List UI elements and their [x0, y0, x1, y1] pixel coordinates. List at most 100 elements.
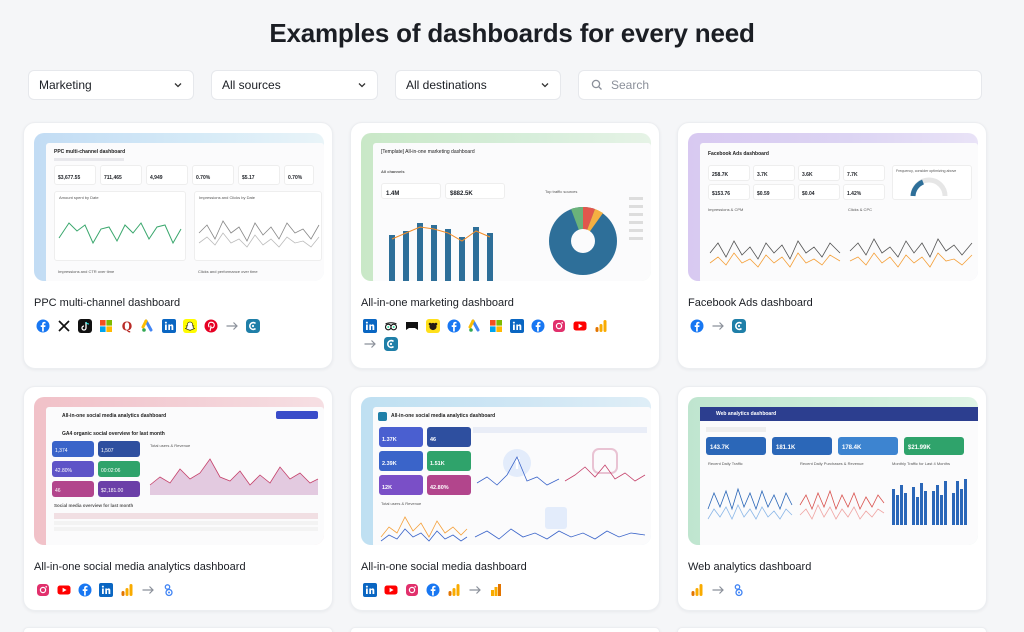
panel-title: Recent Daily Purchases & Revenue [800, 461, 864, 466]
kpi-value: 12K [382, 485, 393, 491]
integration-icons [363, 319, 613, 351]
kpi-value: $5.17 [242, 175, 255, 181]
coupler-icon [384, 337, 398, 351]
facebook-panel-chart: f [476, 449, 560, 486]
dashboard-preview: All-in-one social media analytics dashbo… [361, 397, 651, 545]
panel-title: Monthly Traffic for Last 4 Months [892, 461, 950, 466]
google-analytics-icon [595, 320, 607, 332]
dashboard-card-social-media-analytics[interactable]: All-in-one social media analytics dashbo… [23, 386, 333, 611]
kpi-value: 181.1K [776, 445, 796, 451]
dashboard-card-partial[interactable] [23, 627, 333, 632]
pinterest-icon [204, 319, 218, 333]
panel-title: Total users & Revenue [381, 501, 422, 506]
dashboard-preview: Facebook Ads dashboard 258.7K 3.7K 3.6K … [688, 133, 978, 281]
coupler-icon [246, 319, 260, 333]
youtube-icon [384, 585, 398, 595]
preview-title: PPC multi-channel dashboard [54, 149, 126, 155]
panel-title: Frequency, consider optimizing above [896, 169, 957, 173]
microsoft-icon [490, 320, 502, 332]
microsoft-icon [100, 320, 112, 332]
snapchat-icon [183, 319, 197, 333]
kpi-value: $21.99K [908, 445, 931, 451]
facebook-icon [531, 319, 545, 333]
google-ads-icon [468, 319, 480, 332]
tiktok-icon [78, 319, 92, 333]
kpi-value: $3,677.55 [58, 175, 81, 181]
page-title: Examples of dashboards for every need [269, 18, 755, 48]
kpi-value: 7.7K [847, 172, 858, 178]
facebook-icon [78, 583, 92, 597]
integration-icons [690, 583, 940, 597]
destinations-dropdown-value: All destinations [406, 78, 487, 92]
kpi-value: 3.6K [802, 172, 813, 178]
instagram-panel-chart [564, 448, 646, 482]
google-analytics-icon [448, 584, 460, 596]
dashboard-card-partial[interactable] [350, 627, 660, 632]
kpi-value: 4,949 [150, 175, 163, 181]
card-title[interactable]: All-in-one social media dashboard [361, 561, 527, 573]
bar-chart [892, 479, 967, 525]
facebook-icon [426, 583, 440, 597]
arrow-right-icon [364, 340, 376, 348]
panel-title: Impressions and Clicks by Date [199, 195, 256, 200]
panel-title: Clicks and performance over time [198, 269, 258, 274]
kpi-value: 42.80% [55, 468, 72, 474]
kpi-value: 2.39K [382, 461, 397, 467]
panel-title: Impressions and CTR over time [58, 269, 115, 274]
chevron-down-icon [541, 83, 549, 88]
dashboard-card-ppc[interactable]: PPC multi-channel dashboard $3,677.55 71… [23, 122, 333, 369]
kpi-value: 1.42% [847, 191, 862, 197]
arrow-right-icon [142, 586, 154, 594]
area-chart [149, 458, 319, 495]
instagram-icon [406, 584, 418, 596]
card-title[interactable]: PPC multi-channel dashboard [34, 297, 181, 309]
youtube-icon [573, 321, 587, 331]
dashboard-card-web-analytics[interactable]: Web analytics dashboard 143.7K 181.1K 17… [677, 386, 987, 611]
arrow-right-icon [469, 586, 481, 594]
card-title[interactable]: Facebook Ads dashboard [688, 297, 813, 309]
panel-title: Total users & Revenue [150, 443, 191, 448]
kpi-value: 0.70% [196, 175, 211, 181]
dashboard-card-partial[interactable] [677, 627, 987, 632]
line-chart [849, 238, 973, 268]
sources-dropdown[interactable]: All sources [211, 70, 378, 100]
kpi-value: 3.7K [757, 172, 768, 178]
arrow-right-icon [226, 322, 238, 330]
tripadvisor-icon [384, 322, 398, 331]
line-chart [707, 487, 793, 520]
panel-title: Clicks & CPC [848, 207, 873, 212]
card-title[interactable]: All-in-one social media analytics dashbo… [34, 561, 246, 573]
search-field[interactable]: Search [578, 70, 982, 100]
instagram-icon [37, 584, 49, 596]
preview-title: Web analytics dashboard [716, 411, 777, 417]
google-analytics-icon [691, 584, 703, 596]
preview-title: All-in-one social media analytics dashbo… [391, 413, 496, 419]
dashboard-preview: Web analytics dashboard 143.7K 181.1K 17… [688, 397, 978, 545]
mailchimp-icon [426, 319, 440, 333]
kpi-value: 46 [430, 437, 437, 443]
card-title[interactable]: All-in-one marketing dashboard [361, 297, 514, 309]
integration-icons [363, 583, 613, 597]
dashboard-card-social-media[interactable]: All-in-one social media analytics dashbo… [350, 386, 660, 611]
x-icon [58, 320, 70, 332]
bing-icon [406, 322, 418, 330]
dashboard-card-facebook-ads[interactable]: Facebook Ads dashboard 258.7K 3.7K 3.6K … [677, 122, 987, 369]
panel-title: All channels [381, 169, 405, 174]
looker-studio-icon [734, 584, 743, 597]
category-dropdown[interactable]: Marketing [28, 70, 194, 100]
card-title[interactable]: Web analytics dashboard [688, 561, 812, 573]
kpi-value: 00:02:06 [101, 468, 121, 474]
dashboard-preview: PPC multi-channel dashboard $3,677.55 71… [34, 133, 324, 281]
integration-icons [36, 583, 286, 597]
facebook-icon [36, 319, 50, 333]
kpi-value: 178.4K [842, 445, 862, 451]
linkedin-icon [363, 319, 377, 333]
linkedin-icon [99, 583, 113, 597]
dashboard-card-all-in-one-marketing[interactable]: [Template] All-in-one marketing dashboar… [350, 122, 660, 369]
line-chart [799, 489, 885, 520]
destinations-dropdown[interactable]: All destinations [395, 70, 561, 100]
google-sheets-bars-icon [491, 584, 501, 596]
google-ads-icon [141, 319, 153, 332]
arrow-right-icon [712, 322, 724, 330]
kpi-value: 42.80% [430, 485, 449, 491]
